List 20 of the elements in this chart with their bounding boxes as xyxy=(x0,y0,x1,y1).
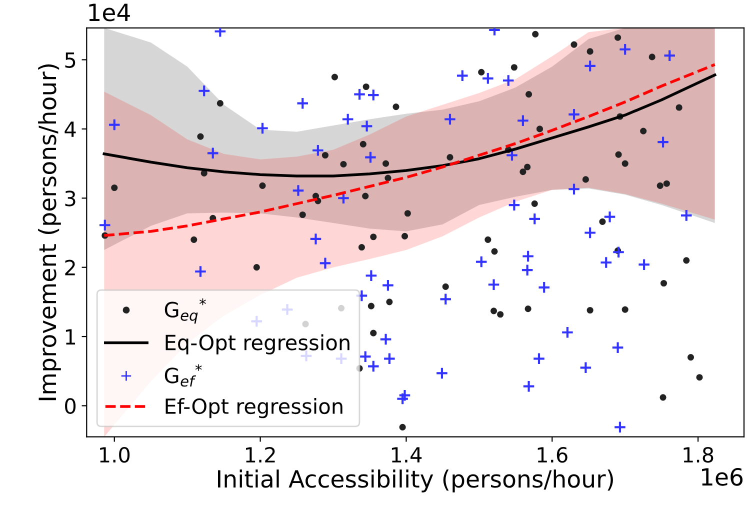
text: 1e4 xyxy=(89,4,130,22)
x-axis-title: Initial Accessibility (persons/hour) xyxy=(218,470,613,492)
line-series xyxy=(102,74,716,178)
legend-label: G$_{eq}$$^{*}$ xyxy=(164,298,206,324)
y-tick-label: 0 xyxy=(65,398,76,414)
x-tick-label: 1.0 xyxy=(100,446,130,463)
legend-label: Ef-Opt regression xyxy=(166,398,342,418)
y-tick-label: 1 xyxy=(66,329,76,344)
y-tick-label: 4 xyxy=(64,122,76,137)
y-axis-title: Improvement (persons/hour) xyxy=(38,64,61,400)
x-tick-label: 1.4 xyxy=(392,447,422,462)
y-tick-label: 3 xyxy=(65,190,76,206)
y-tick-label: 2 xyxy=(65,260,75,276)
x-tick-label: 1.6 xyxy=(538,446,568,463)
legend-label: G$_{ef}$$^{*}$ xyxy=(164,364,202,387)
legend-label: Eq-Opt regression xyxy=(166,334,350,354)
x-tick-label: 1.2 xyxy=(246,446,275,462)
y-tick-label: 5 xyxy=(65,52,76,68)
text: 1e6 xyxy=(702,468,743,486)
x-tick-label: 1.8 xyxy=(684,446,714,463)
